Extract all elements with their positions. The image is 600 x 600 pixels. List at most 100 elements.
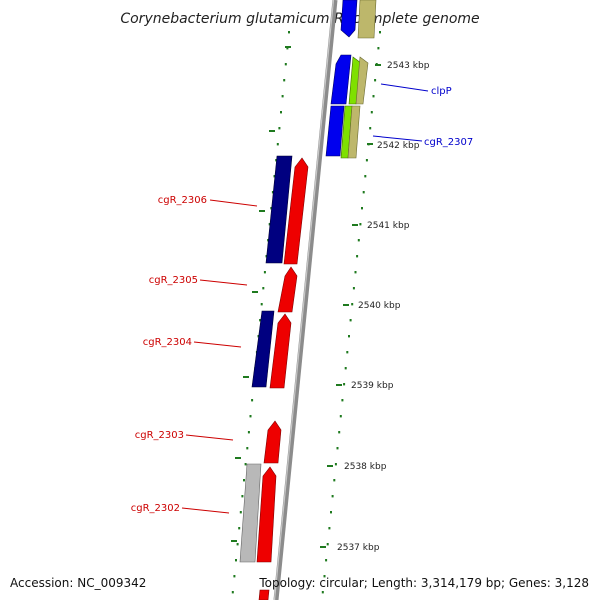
tick-dot — [379, 31, 381, 34]
gene-labels: clpP cgR_2307 cgR_2306 cgR_2305 cgR_2304… — [131, 86, 474, 514]
scale: 2543 kbp 2542 kbp 2541 kbp 2540 kbp 2539… — [320, 61, 430, 553]
tick-dot — [273, 175, 276, 178]
tick-dot — [276, 143, 279, 146]
tick-dot — [341, 399, 344, 402]
gene-red-2306[interactable] — [283, 157, 309, 265]
tick-dot — [247, 431, 250, 434]
tick-dot — [283, 79, 286, 82]
gene-blue-top[interactable] — [340, 0, 358, 38]
scale-label: 2543 kbp — [387, 61, 430, 71]
scale-label: 2541 kbp — [367, 221, 410, 231]
gene-label-cgr2306[interactable]: cgR_2306 — [158, 195, 207, 206]
tick-dot — [364, 175, 367, 178]
tick-dot — [346, 351, 349, 354]
tick-dot — [365, 159, 368, 162]
tick-dot — [351, 303, 354, 306]
tick-dot — [288, 31, 290, 34]
tick-dot — [330, 511, 332, 514]
tick-dot — [271, 191, 274, 194]
tick-dot — [325, 559, 328, 562]
tick-dot — [362, 191, 365, 194]
tick-dot — [246, 447, 249, 450]
tick-dot — [333, 479, 336, 482]
tick-dot — [356, 255, 359, 258]
gene-tan-top[interactable] — [357, 0, 377, 39]
tick-dot — [354, 271, 357, 274]
gene-red-2305[interactable] — [277, 266, 298, 313]
gene-blue-2543[interactable] — [330, 54, 352, 105]
gene-navy-2304[interactable] — [251, 310, 275, 388]
tick-dot — [235, 559, 237, 562]
gene-label-cgr2302[interactable]: cgR_2302 — [131, 503, 180, 514]
tick-dot — [239, 511, 242, 514]
tick-dot — [249, 415, 252, 418]
leader-clpp — [380, 83, 429, 92]
leader-cgr2305 — [199, 279, 248, 286]
tick-dot — [259, 319, 262, 322]
gene-label-cgr2304[interactable]: cgR_2304 — [143, 337, 192, 348]
tick-dot — [336, 447, 339, 450]
tick-dot — [278, 127, 281, 130]
tick-dot — [236, 543, 239, 546]
tick-dot — [275, 159, 278, 162]
scale-label: 2537 kbp — [337, 543, 380, 553]
tick-dot — [338, 431, 341, 434]
tick-dot — [328, 527, 331, 530]
tick-dot — [331, 495, 334, 498]
scale-label: 2542 kbp — [377, 141, 420, 151]
tick-dot — [270, 207, 273, 210]
tick-dot — [286, 47, 289, 50]
tick-dot — [326, 543, 329, 546]
genome-backbone — [273, 0, 338, 600]
label-leaders — [181, 83, 429, 514]
gene-label-cgr2305[interactable]: cgR_2305 — [149, 275, 198, 286]
leader-cgr2303 — [185, 434, 234, 441]
reverse-genes — [239, 155, 309, 600]
leader-cgr2307 — [372, 135, 423, 142]
scale-label: 2538 kbp — [344, 462, 387, 472]
gene-tan-clpp[interactable] — [355, 56, 369, 105]
gene-blue-2542[interactable] — [325, 105, 345, 157]
tick-dot — [377, 47, 380, 50]
scale-label: 2539 kbp — [351, 381, 394, 391]
tick-dot — [233, 575, 236, 578]
inner-ticks — [231, 46, 291, 542]
tick-dot — [263, 271, 266, 274]
tick-dot — [321, 591, 324, 594]
tick-dot — [244, 463, 247, 466]
tick-dot — [334, 463, 337, 466]
forward-genes — [325, 0, 377, 159]
tick-dot — [374, 79, 377, 82]
tick-dot — [349, 319, 352, 322]
tick-dot — [251, 399, 254, 402]
gene-red-2303[interactable] — [263, 420, 282, 464]
tick-dot — [241, 495, 244, 498]
scale-label: 2540 kbp — [358, 301, 401, 311]
leader-cgr2304 — [193, 341, 242, 348]
gene-red-2302[interactable] — [256, 466, 277, 563]
tick-dot — [238, 527, 241, 530]
leader-cgr2306 — [209, 199, 258, 207]
tick-dot — [359, 223, 362, 226]
tick-dot — [243, 479, 245, 482]
gene-red-2304[interactable] — [269, 313, 292, 389]
accession-text: Accession: NC_009342 — [10, 576, 146, 590]
tick-dot — [344, 367, 347, 370]
tick-dot — [372, 95, 375, 98]
gene-label-clpp[interactable]: clpP — [431, 86, 452, 97]
gene-navy-2306[interactable] — [265, 155, 293, 264]
gene-tan-cgr2307[interactable] — [347, 105, 361, 159]
gene-label-cgr2307[interactable]: cgR_2307 — [424, 137, 473, 148]
gene-label-cgr2303[interactable]: cgR_2303 — [135, 430, 184, 441]
tick-dot — [361, 207, 363, 210]
tick-dot — [343, 383, 346, 386]
gene-gray-2302[interactable] — [239, 463, 262, 563]
tick-dot — [284, 63, 287, 66]
tick-dot — [339, 415, 342, 418]
tick-dot — [369, 127, 372, 130]
leader-cgr2302 — [181, 507, 230, 514]
tick-dot — [231, 591, 234, 594]
tick-dot — [357, 239, 360, 242]
gene-red-bottom[interactable] — [258, 589, 270, 600]
